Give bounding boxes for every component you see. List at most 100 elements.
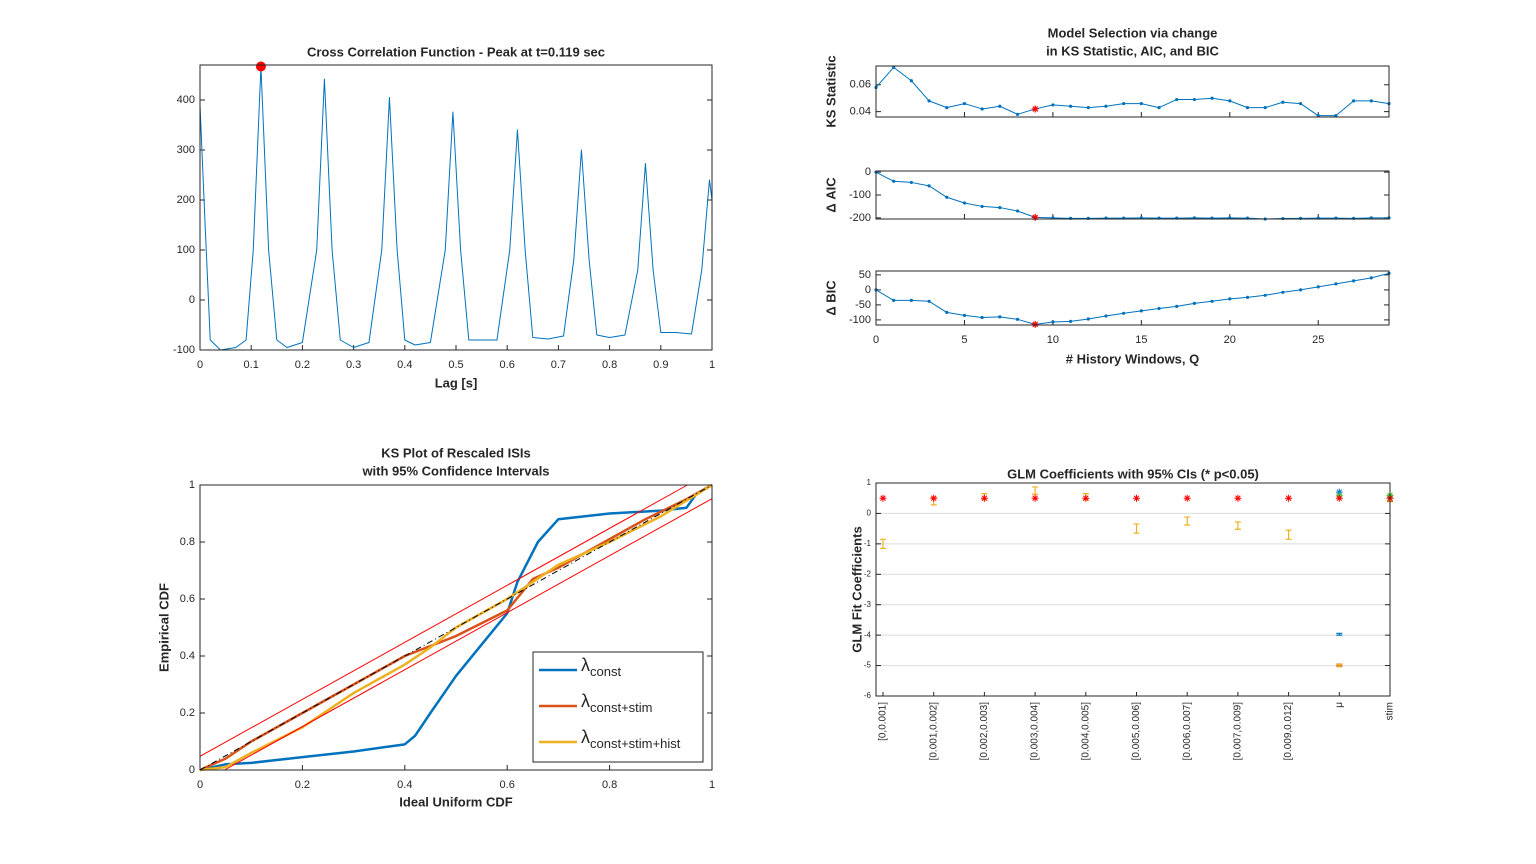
- data-point: [1352, 279, 1356, 283]
- x-tick-label: 1: [709, 359, 715, 371]
- y-tick-label: 0: [865, 166, 871, 178]
- y-tick-label: 0.4: [180, 650, 195, 662]
- data-point: [909, 79, 913, 83]
- data-line: [875, 272, 1390, 325]
- data-point: [1051, 320, 1055, 324]
- legend-subscript: const+stim+hist: [590, 736, 681, 751]
- y-tick-label: 50: [859, 269, 871, 281]
- error-bar: [1285, 529, 1292, 540]
- chart-title: Model Selection via change: [1048, 25, 1218, 40]
- x-tick-label: [0.005,0.006]: [1131, 702, 1142, 761]
- y-tick-label: -200: [849, 212, 871, 224]
- selected-marker: [1031, 105, 1039, 113]
- y-tick-label: 0.8: [180, 536, 195, 548]
- y-tick-label: 0: [867, 509, 872, 518]
- data-point: [1369, 276, 1373, 280]
- y-tick-label: 0.06: [850, 79, 871, 91]
- significance-star: [1234, 494, 1242, 502]
- data-point: [980, 315, 984, 320]
- data-point: [980, 204, 984, 209]
- data-point: [1051, 103, 1055, 107]
- y-tick-label: -100: [173, 344, 195, 356]
- error-bar: [1133, 523, 1140, 534]
- data-point: [1015, 317, 1020, 321]
- y-tick-label: 1: [867, 478, 872, 487]
- data-point: [1015, 209, 1020, 213]
- x-tick-label: 0.6: [500, 359, 515, 371]
- significance-star: [879, 494, 887, 502]
- data-point: [1352, 99, 1356, 103]
- data-point: [909, 180, 913, 185]
- x-tick-label: 0.2: [295, 359, 310, 371]
- x-tick-label: [0.006,0.007]: [1182, 702, 1193, 761]
- data-point: [998, 104, 1002, 108]
- plot-area: [876, 271, 1389, 325]
- data-point: [1316, 285, 1320, 289]
- x-tick-label: 25: [1312, 334, 1324, 346]
- axes-frame: [875, 270, 1390, 326]
- y-tick-label: 400: [177, 94, 195, 106]
- data-point: [1139, 101, 1143, 106]
- y-axis-label: Δ BIC: [823, 280, 838, 316]
- legend-label: λconst+stim: [581, 691, 653, 716]
- data-point: [1104, 104, 1108, 108]
- x-tick-label: [0.003,0.004]: [1030, 702, 1041, 761]
- data-point: [962, 201, 967, 205]
- data-point: [1086, 106, 1090, 110]
- data-point: [927, 99, 931, 103]
- chart-title: in KS Statistic, AIC, and BIC: [1046, 43, 1219, 58]
- x-tick-label: stim: [1385, 702, 1396, 720]
- data-point: [892, 179, 896, 183]
- y-tick-label: 0: [865, 284, 871, 296]
- data-point: [1104, 314, 1108, 318]
- data-line: [199, 483, 713, 772]
- y-tick-label: 0.6: [180, 593, 195, 605]
- data-point: [945, 310, 949, 314]
- y-axis-label: KS Statistic: [823, 55, 838, 127]
- y-axis-label: Empirical CDF: [156, 583, 171, 672]
- data-point: [998, 205, 1002, 210]
- data-point: [1122, 311, 1126, 315]
- legend-symbol: λ: [581, 691, 590, 711]
- plot-area: [876, 171, 1389, 219]
- y-tick-label: -100: [849, 189, 871, 201]
- data-point: [1281, 290, 1285, 294]
- x-tick-label: 0.4: [397, 779, 412, 791]
- data-point: [1175, 97, 1179, 102]
- x-tick-label: 0.4: [397, 359, 412, 371]
- x-tick-label: 0: [197, 359, 203, 371]
- legend-symbol: λ: [581, 655, 590, 675]
- y-tick-label: 0: [189, 764, 195, 776]
- axes-frame: [199, 484, 713, 771]
- data-point: [1139, 309, 1143, 313]
- data-point: [1068, 319, 1073, 323]
- x-tick-label: [0.007,0.009]: [1233, 702, 1244, 761]
- data-point: [1157, 106, 1161, 110]
- x-tick-label: [0,0.001]: [878, 702, 889, 741]
- x-tick-label: [0.009,0.012]: [1283, 702, 1294, 761]
- selected-marker: [1031, 320, 1039, 328]
- plot-area: [876, 483, 1390, 696]
- data-point: [1228, 297, 1232, 301]
- data-point: [962, 101, 967, 106]
- data-point: [1175, 304, 1179, 308]
- y-tick-label: -2: [864, 569, 872, 578]
- data-point: [1298, 101, 1303, 106]
- data-point: [1210, 299, 1214, 303]
- x-tick-label: 0.3: [346, 359, 361, 371]
- x-tick-label: 0: [873, 334, 879, 346]
- data-point: [1086, 317, 1090, 321]
- peak-marker: [255, 61, 266, 72]
- y-tick-label: 1: [189, 479, 195, 491]
- significance-star: [1183, 494, 1191, 502]
- data-point: [998, 315, 1002, 319]
- significance-star: [980, 494, 988, 502]
- error-bar: [1336, 632, 1343, 636]
- x-tick-label: 20: [1224, 334, 1236, 346]
- data-point: [980, 107, 984, 111]
- plot-area: [876, 66, 1389, 117]
- data-point: [1369, 99, 1373, 103]
- x-tick-label: 0.6: [500, 779, 515, 791]
- data-point: [1245, 295, 1250, 299]
